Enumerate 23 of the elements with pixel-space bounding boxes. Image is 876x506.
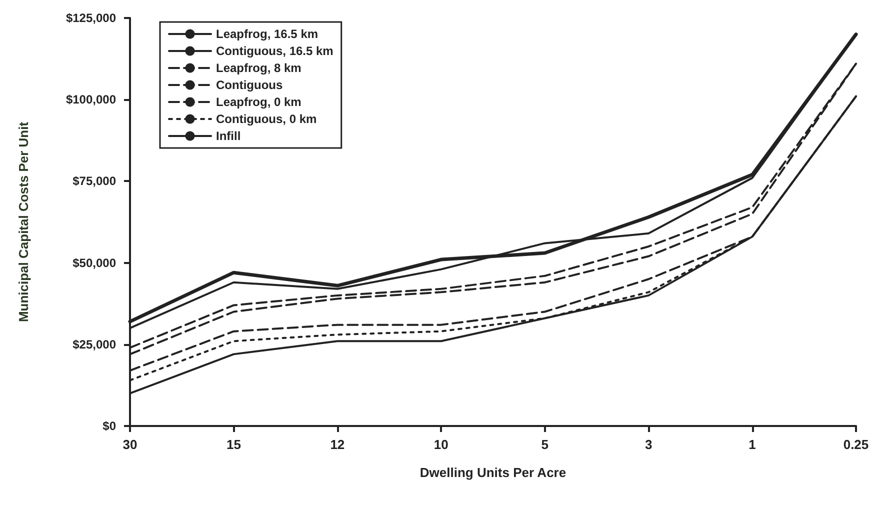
x-tick-label: 12	[330, 437, 345, 452]
x-axis-title: Dwelling Units Per Acre	[420, 465, 566, 480]
y-tick-label: $25,000	[72, 337, 116, 352]
legend-label: Contiguous, 0 km	[216, 112, 317, 126]
legend-label: Leapfrog, 16.5 km	[216, 27, 318, 41]
y-tick-label: $100,000	[66, 92, 116, 107]
legend-label: Contiguous	[216, 78, 283, 92]
x-tick-label: 0.25	[843, 437, 869, 452]
y-axis-title: Municipal Capital Costs Per Unit	[16, 121, 31, 322]
y-tick-label: $0	[102, 419, 116, 433]
legend-label: Infill	[216, 129, 241, 143]
legend-label: Leapfrog, 0 km	[216, 95, 302, 109]
legend-label: Leapfrog, 8 km	[216, 61, 302, 75]
x-tick-label: 3	[644, 437, 652, 452]
y-tick-label: $50,000	[72, 256, 116, 270]
x-tick-label: 5	[541, 437, 548, 452]
y-tick-label: $75,000	[72, 174, 116, 188]
y-tick-label: $125,000	[66, 11, 116, 25]
x-tick-label: 10	[434, 437, 448, 452]
x-tick-label: 1	[748, 437, 756, 452]
x-tick-label: 15	[226, 437, 241, 452]
legend-label: Contiguous, 16.5 km	[216, 44, 334, 58]
x-tick-label: 30	[122, 437, 138, 452]
